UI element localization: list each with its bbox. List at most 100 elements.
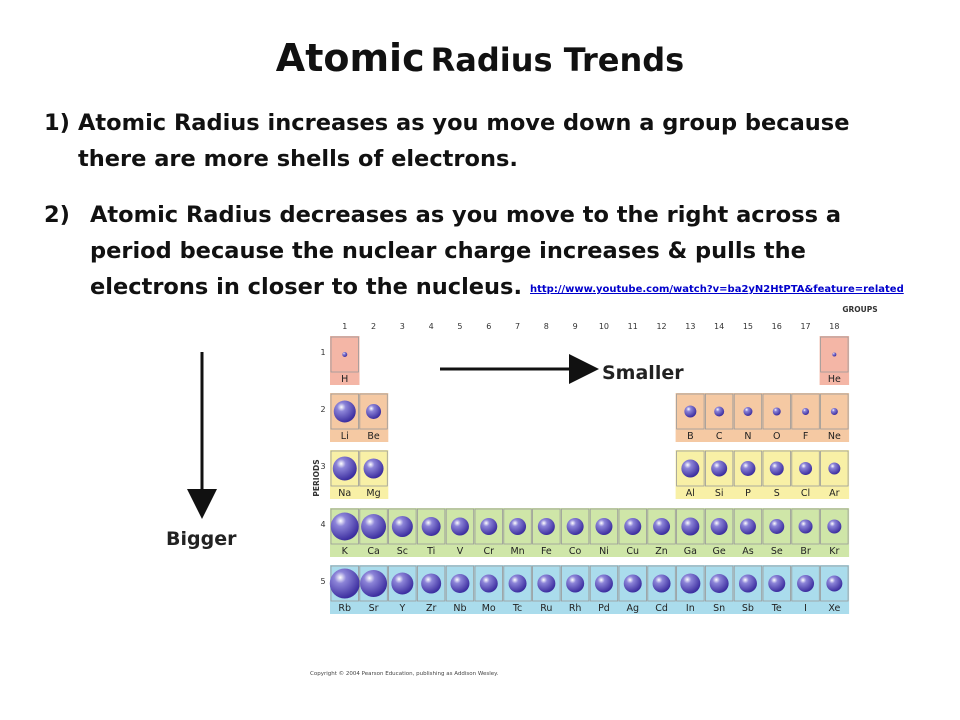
element-symbol: Mn <box>510 546 524 557</box>
element-cell: Kr <box>820 508 849 557</box>
atom-sphere <box>832 352 837 357</box>
element-cell: Cl <box>791 450 820 499</box>
element-symbol: Ga <box>684 546 697 557</box>
atom-sphere <box>450 517 469 536</box>
atom-sphere <box>391 516 413 537</box>
atom-sphere <box>652 574 671 593</box>
atom-sphere <box>595 518 613 535</box>
element-cell: Mn <box>503 508 532 557</box>
atom-sphere <box>681 459 700 478</box>
element-symbol: Ge <box>713 546 726 557</box>
atom-sphere <box>768 575 786 592</box>
atom-sphere <box>769 461 784 476</box>
atom-sphere <box>799 462 813 475</box>
atom-sphere <box>363 458 384 479</box>
element-cell: I <box>791 565 820 614</box>
element-cell: Fe <box>532 508 561 557</box>
element-cell: Sr <box>359 565 388 614</box>
atom-sphere <box>653 518 671 535</box>
element-cell: Cr <box>474 508 503 557</box>
point-number: 1) <box>44 110 70 136</box>
element-symbol: Al <box>686 488 695 499</box>
element-symbol: Sb <box>742 603 754 614</box>
group-number: 7 <box>515 322 520 331</box>
element-symbol: Cu <box>626 546 639 557</box>
atom-sphere <box>798 519 813 534</box>
group-number: 13 <box>685 322 695 331</box>
element-symbol: In <box>686 603 695 614</box>
trend-point-1: 1) Atomic Radius increases as you move d… <box>44 105 904 177</box>
element-symbol: Mg <box>366 488 380 499</box>
element-symbol: Pd <box>598 603 610 614</box>
atom-sphere <box>769 519 785 534</box>
element-symbol: P <box>745 488 751 499</box>
element-cell: Xe <box>820 565 849 614</box>
element-symbol: Cl <box>801 488 810 499</box>
element-symbol: Zr <box>426 603 437 614</box>
element-cell: Ge <box>704 508 734 557</box>
atom-sphere <box>342 352 348 357</box>
element-cell: As <box>733 508 763 557</box>
element-cell: B <box>676 393 705 442</box>
atom-sphere <box>360 570 388 597</box>
point-text: Atomic Radius decreases as you move to t… <box>90 202 842 300</box>
element-cell: P <box>733 450 763 499</box>
group-number: 3 <box>400 322 405 331</box>
element-cell: C <box>704 393 734 442</box>
element-symbol: O <box>773 431 780 442</box>
element-symbol: Mo <box>482 603 496 614</box>
element-cell: Ca <box>359 508 388 557</box>
element-symbol: I <box>804 603 807 614</box>
element-symbol: As <box>742 546 753 557</box>
element-symbol: Nb <box>453 603 466 614</box>
atom-sphere <box>714 406 725 417</box>
atom-sphere <box>680 573 701 594</box>
group-numbers: 1 2 3 4 5 6 7 8 9 10 11 12 13 14 15 16 17 18 <box>342 322 839 331</box>
element-cell: Be <box>359 393 388 442</box>
atom-sphere <box>797 575 815 592</box>
element-cell: V <box>445 508 475 557</box>
atom-sphere <box>508 574 527 593</box>
element-cell: Li <box>330 393 359 442</box>
element-cell: K <box>330 508 359 557</box>
atom-sphere <box>537 574 556 593</box>
element-box <box>560 508 590 545</box>
group-number: 8 <box>544 322 549 331</box>
element-box <box>676 508 705 545</box>
element-cell: Se <box>762 508 791 557</box>
atom-sphere <box>566 574 585 593</box>
atom-sphere <box>738 574 757 593</box>
element-symbol: Li <box>341 431 349 442</box>
atom-sphere <box>479 574 498 593</box>
element-cell: Sc <box>388 508 417 557</box>
group-number: 18 <box>829 322 839 331</box>
group-number: 6 <box>486 322 491 331</box>
element-symbol: Cd <box>655 603 668 614</box>
period-band <box>330 508 850 557</box>
element-cell: Rb <box>329 565 360 614</box>
youtube-link[interactable]: http://www.youtube.com/watch?v=ba2yN2HtP… <box>530 284 904 295</box>
point-number: 2) <box>44 202 70 228</box>
atom-sphere <box>421 573 442 594</box>
element-cell: Br <box>791 508 820 557</box>
atom-sphere <box>710 518 728 535</box>
element-symbol: Sn <box>713 603 725 614</box>
atom-sphere <box>711 460 728 477</box>
point-text-wrap: Atomic Radius decreases as you move to t… <box>90 197 924 308</box>
period-band <box>675 450 850 499</box>
smaller-label: Smaller <box>602 362 684 384</box>
period-band <box>330 565 850 614</box>
element-symbol: K <box>342 546 349 557</box>
atom-sphere <box>684 405 697 418</box>
element-symbol: Ru <box>540 603 552 614</box>
atom-sphere <box>681 517 700 536</box>
period-band <box>675 393 850 442</box>
element-symbol: Fe <box>541 546 552 557</box>
element-symbol: He <box>828 374 841 385</box>
element-symbol: Ni <box>599 546 609 557</box>
trend-point-2: 2) Atomic Radius decreases as you move t… <box>44 197 924 308</box>
atom-sphere <box>624 518 642 535</box>
element-cell: Cd <box>647 565 676 614</box>
groups-label: GROUPS <box>842 305 877 314</box>
title-word-rest: Radius Trends <box>430 41 685 79</box>
